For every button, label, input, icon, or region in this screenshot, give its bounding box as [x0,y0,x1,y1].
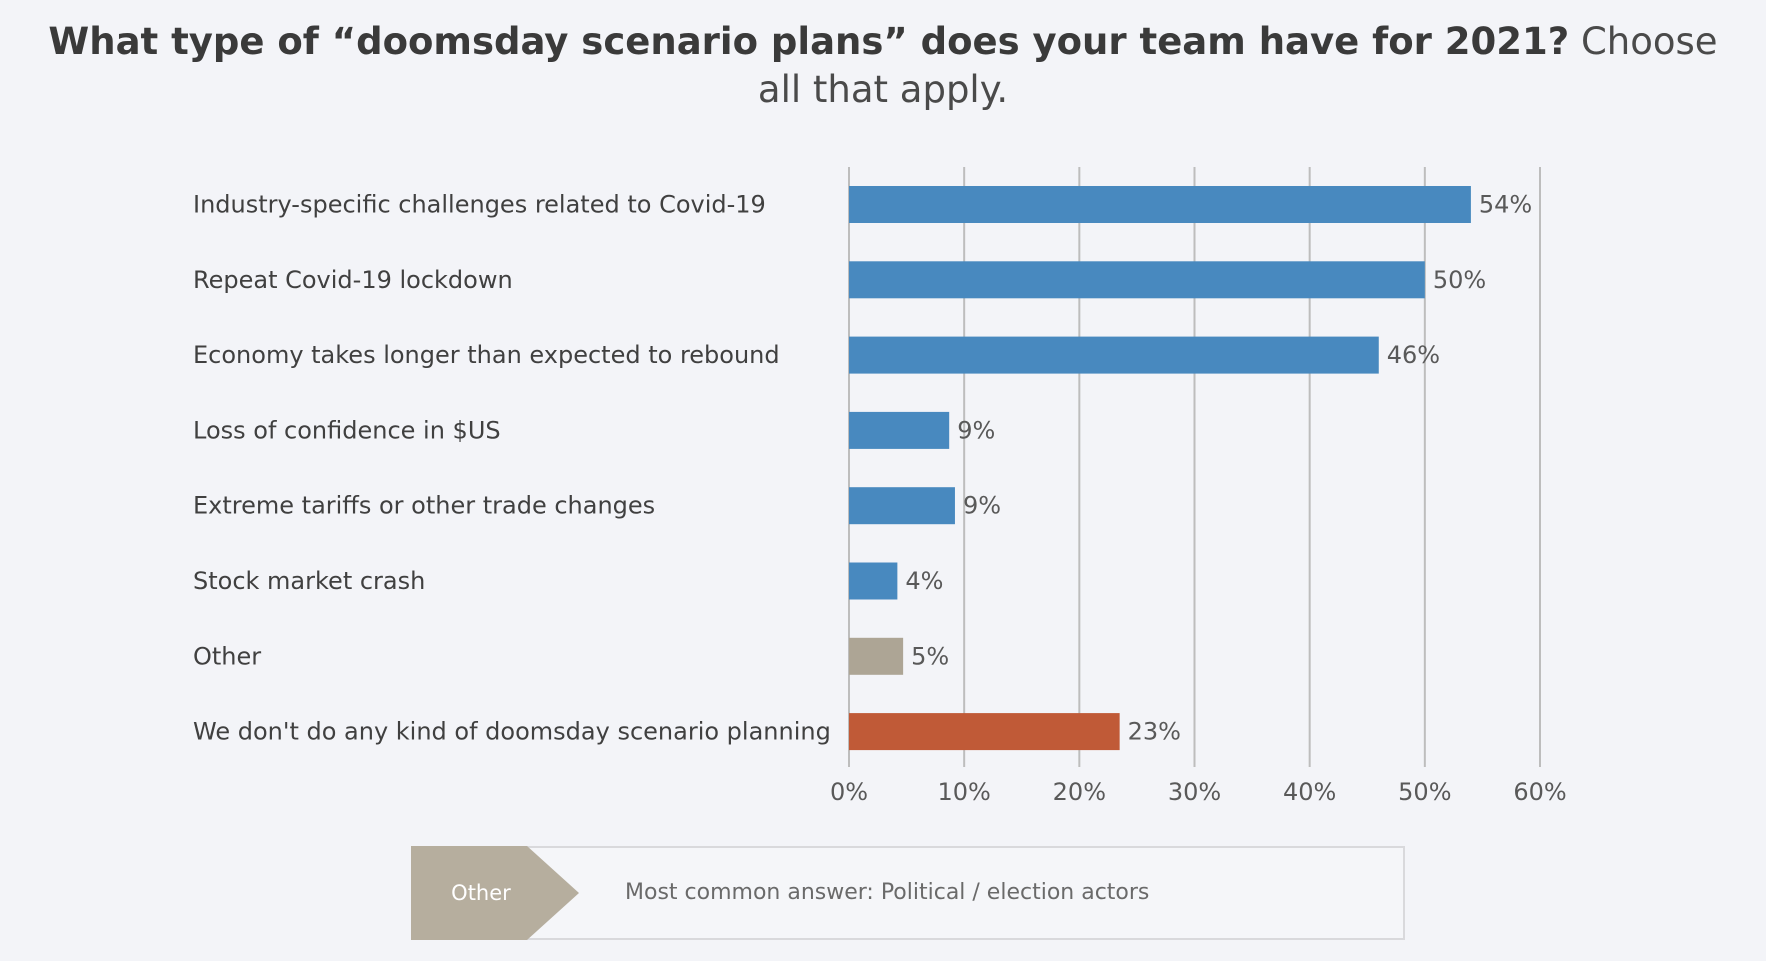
callout-tab-label: Other [451,881,511,905]
callout-text: Most common answer: Political / election… [625,880,1150,905]
value-label-3: 9% [957,416,995,444]
other-callout: Other Most common answer: Political / el… [411,846,1405,940]
category-labels: Industry-specific challenges related to … [193,191,831,746]
x-axis-tick-labels: 0% 10% 20% 30% 40% 50% 60% [830,778,1567,806]
bar-6 [849,637,904,675]
category-label-5: Stock market crash [193,567,425,595]
value-label-7: 23% [1128,718,1181,746]
bar-0 [849,186,1471,223]
value-label-0: 54% [1479,191,1532,219]
value-label-2: 46% [1387,341,1440,369]
bar-1 [849,261,1425,299]
bars [849,186,1471,751]
value-label-5: 4% [905,567,943,595]
category-label-0: Industry-specific challenges related to … [193,191,766,219]
value-label-4: 9% [963,492,1001,520]
value-label-6: 5% [911,642,949,670]
gridlines [848,167,1541,767]
bar-chart: Industry-specific challenges related to … [193,167,1567,806]
category-label-7: We don't do any kind of doomsday scenari… [193,718,831,746]
category-label-2: Economy takes longer than expected to re… [193,341,780,369]
title-instruction-first: Choose [1580,20,1718,63]
category-label-3: Loss of confidence in $US [193,416,501,444]
x-tick-label-30: 30% [1168,778,1221,806]
bar-5 [849,562,898,600]
x-tick-label-10: 10% [937,778,990,806]
category-label-6: Other [193,642,261,670]
bar-4 [849,487,955,525]
value-labels: 54% 50% 46% 9% 9% 4% 5% 23% [905,191,1532,746]
category-label-4: Extreme tariffs or other trade changes [193,492,655,520]
callout-tab-arrow [411,846,579,940]
value-label-1: 50% [1433,266,1486,294]
bar-3 [849,411,950,449]
chart-title: What type of “doomsday scenario plans” d… [0,18,1766,114]
title-question: What type of “doomsday scenario plans” d… [48,20,1570,63]
bar-7 [849,713,1120,751]
title-instruction-rest: all that apply. [757,68,1009,111]
bar-2 [849,336,1379,374]
x-tick-label-0: 0% [830,778,868,806]
x-tick-label-40: 40% [1283,778,1336,806]
x-tick-label-50: 50% [1398,778,1451,806]
x-tick-label-20: 20% [1053,778,1106,806]
category-label-1: Repeat Covid-19 lockdown [193,266,513,294]
x-tick-label-60: 60% [1513,778,1566,806]
